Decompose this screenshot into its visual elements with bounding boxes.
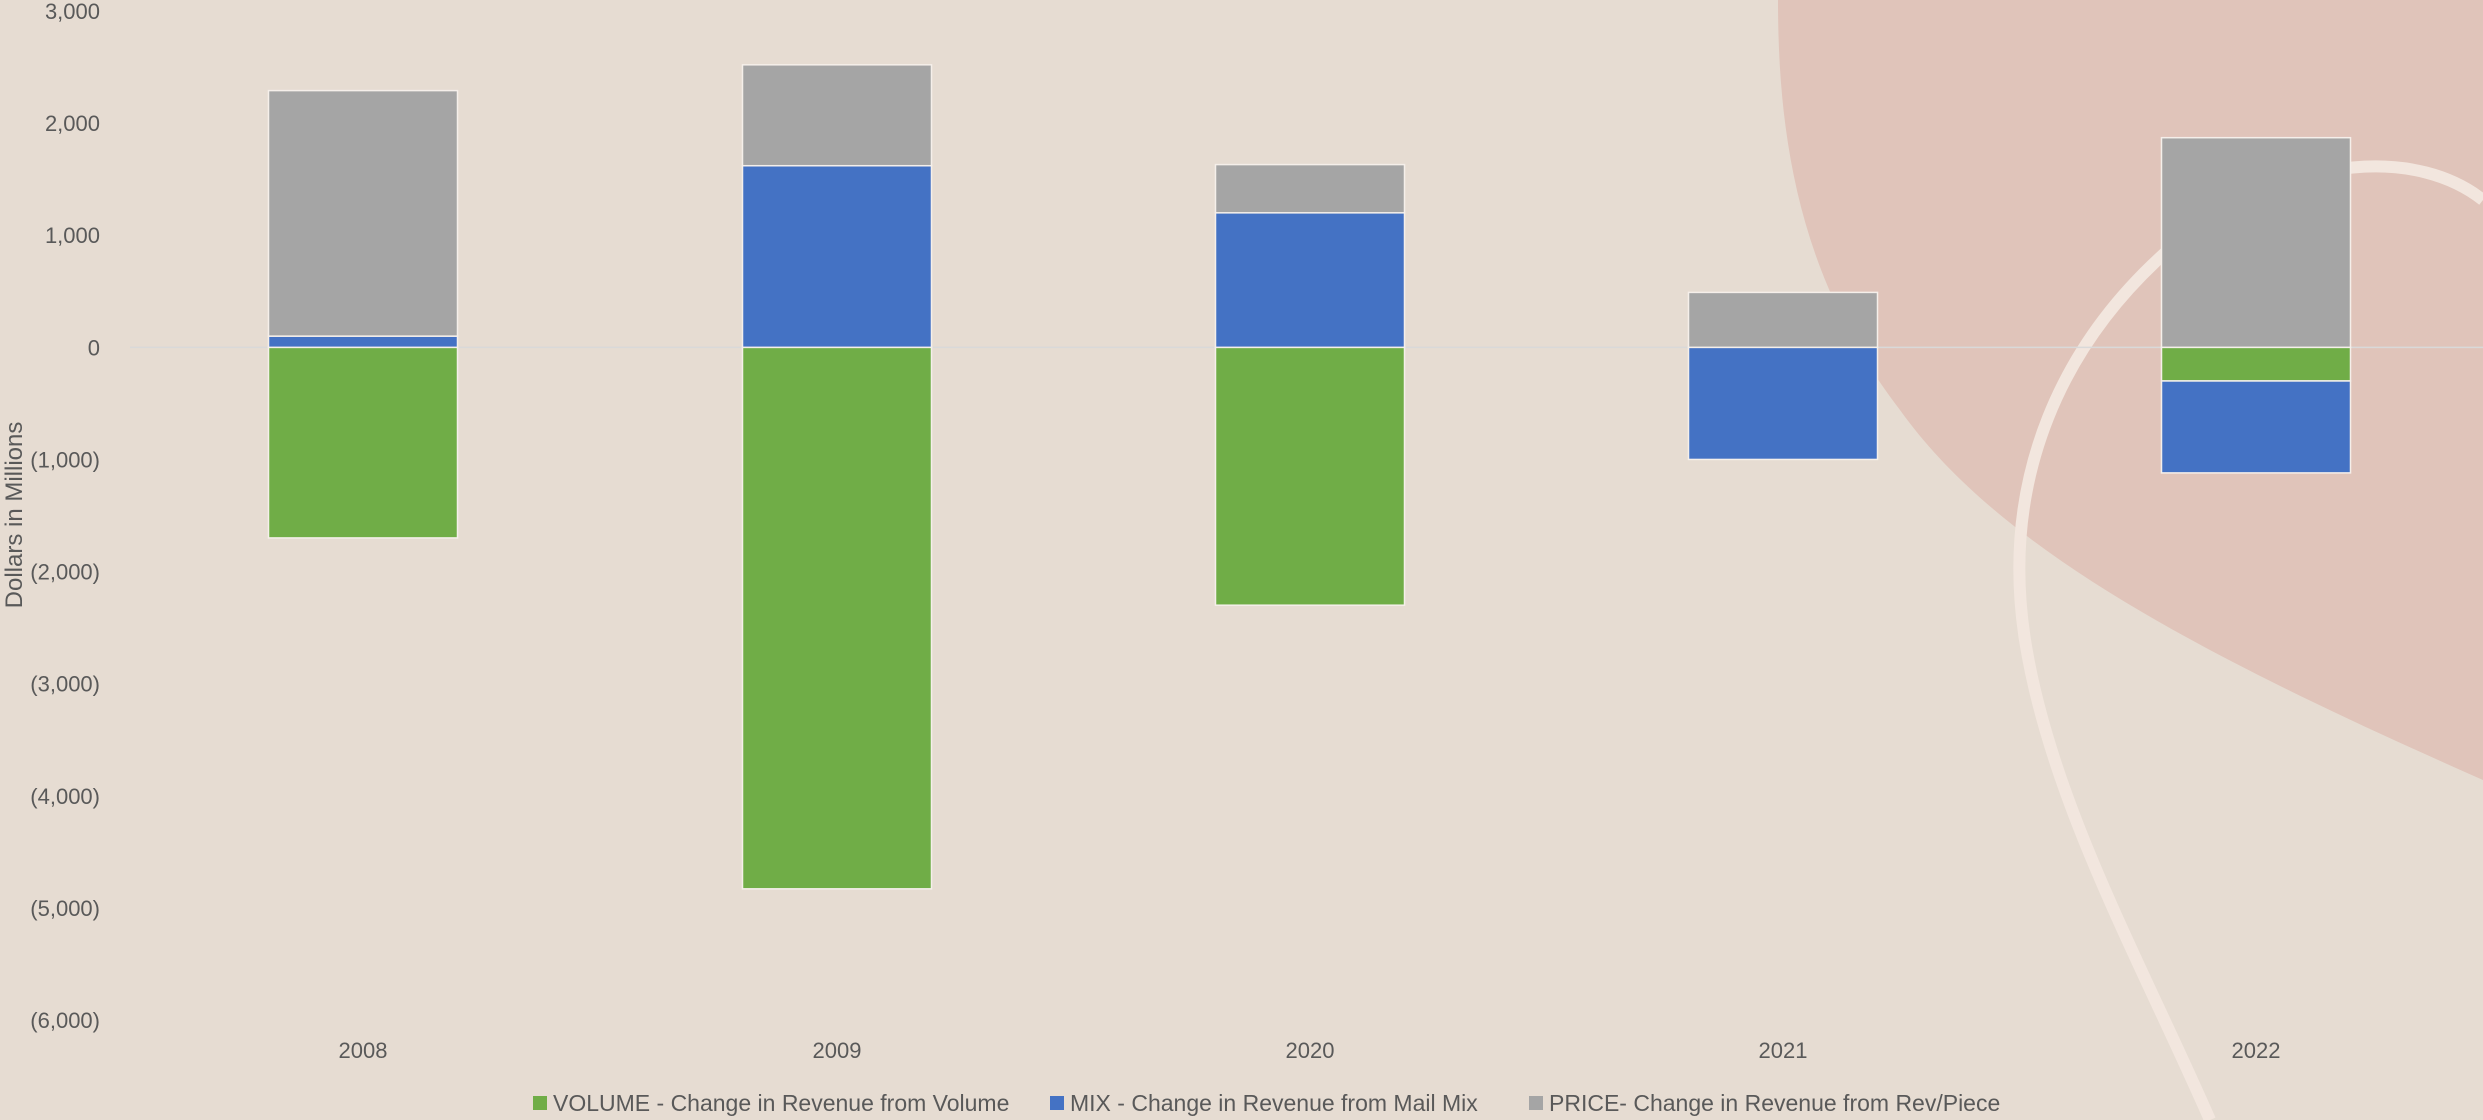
bar-2008-series-2 — [267, 335, 459, 349]
legend-label: MIX - Change in Revenue from Mail Mix — [1070, 1090, 1478, 1116]
legend-swatch — [1050, 1096, 1064, 1110]
bar-2021-series-2 — [1687, 346, 1879, 461]
legend-label: VOLUME - Change in Revenue from Volume — [553, 1090, 1009, 1116]
y-tick-label: (6,000) — [30, 1008, 100, 1033]
bar-2022-series-1 — [2160, 346, 2352, 382]
x-tick-label: 2009 — [813, 1038, 862, 1063]
bar-2008-series-3 — [267, 89, 459, 337]
bar-2020-series-1 — [1214, 346, 1406, 606]
x-tick-label: 2021 — [1759, 1038, 1808, 1063]
legend-label: PRICE- Change in Revenue from Rev/Piece — [1549, 1090, 2000, 1116]
y-axis-title: Dollars in Millions — [1, 422, 28, 609]
y-tick-label: 0 — [88, 335, 100, 360]
legend-swatch — [1529, 1096, 1543, 1110]
bar-2020-series-3 — [1214, 163, 1406, 214]
legend-item-3: PRICE- Change in Revenue from Rev/Piece — [1529, 1090, 2000, 1116]
bar-2022-series-3 — [2160, 136, 2352, 349]
decor-blob — [1778, 0, 2483, 780]
bar-2009-series-2 — [741, 164, 933, 349]
bar-2022-series-2 — [2160, 380, 2352, 474]
legend: VOLUME - Change in Revenue from Volume MI… — [533, 1090, 2000, 1116]
legend-item-2: MIX - Change in Revenue from Mail Mix — [1050, 1090, 1478, 1116]
background-decor — [1778, 0, 2483, 1120]
y-tick-label: (4,000) — [30, 784, 100, 809]
legend-swatch — [533, 1096, 547, 1110]
x-tick-label: 2008 — [339, 1038, 388, 1063]
bar-2020-series-2 — [1214, 212, 1406, 349]
y-tick-label: 1,000 — [45, 223, 100, 248]
y-tick-label: 2,000 — [45, 111, 100, 136]
x-tick-label: 2022 — [2232, 1038, 2281, 1063]
y-tick-label: (2,000) — [30, 560, 100, 585]
y-tick-label: (5,000) — [30, 896, 100, 921]
bar-2009-series-1 — [741, 346, 933, 890]
y-tick-label: 3,000 — [45, 0, 100, 24]
bar-2021-series-3 — [1687, 291, 1879, 349]
bar-2009-series-3 — [741, 64, 933, 167]
bar-2008-series-1 — [267, 346, 459, 539]
y-tick-label: (1,000) — [30, 447, 100, 472]
legend-item-1: VOLUME - Change in Revenue from Volume — [533, 1090, 1009, 1116]
y-tick-label: (3,000) — [30, 672, 100, 697]
x-tick-label: 2020 — [1286, 1038, 1335, 1063]
